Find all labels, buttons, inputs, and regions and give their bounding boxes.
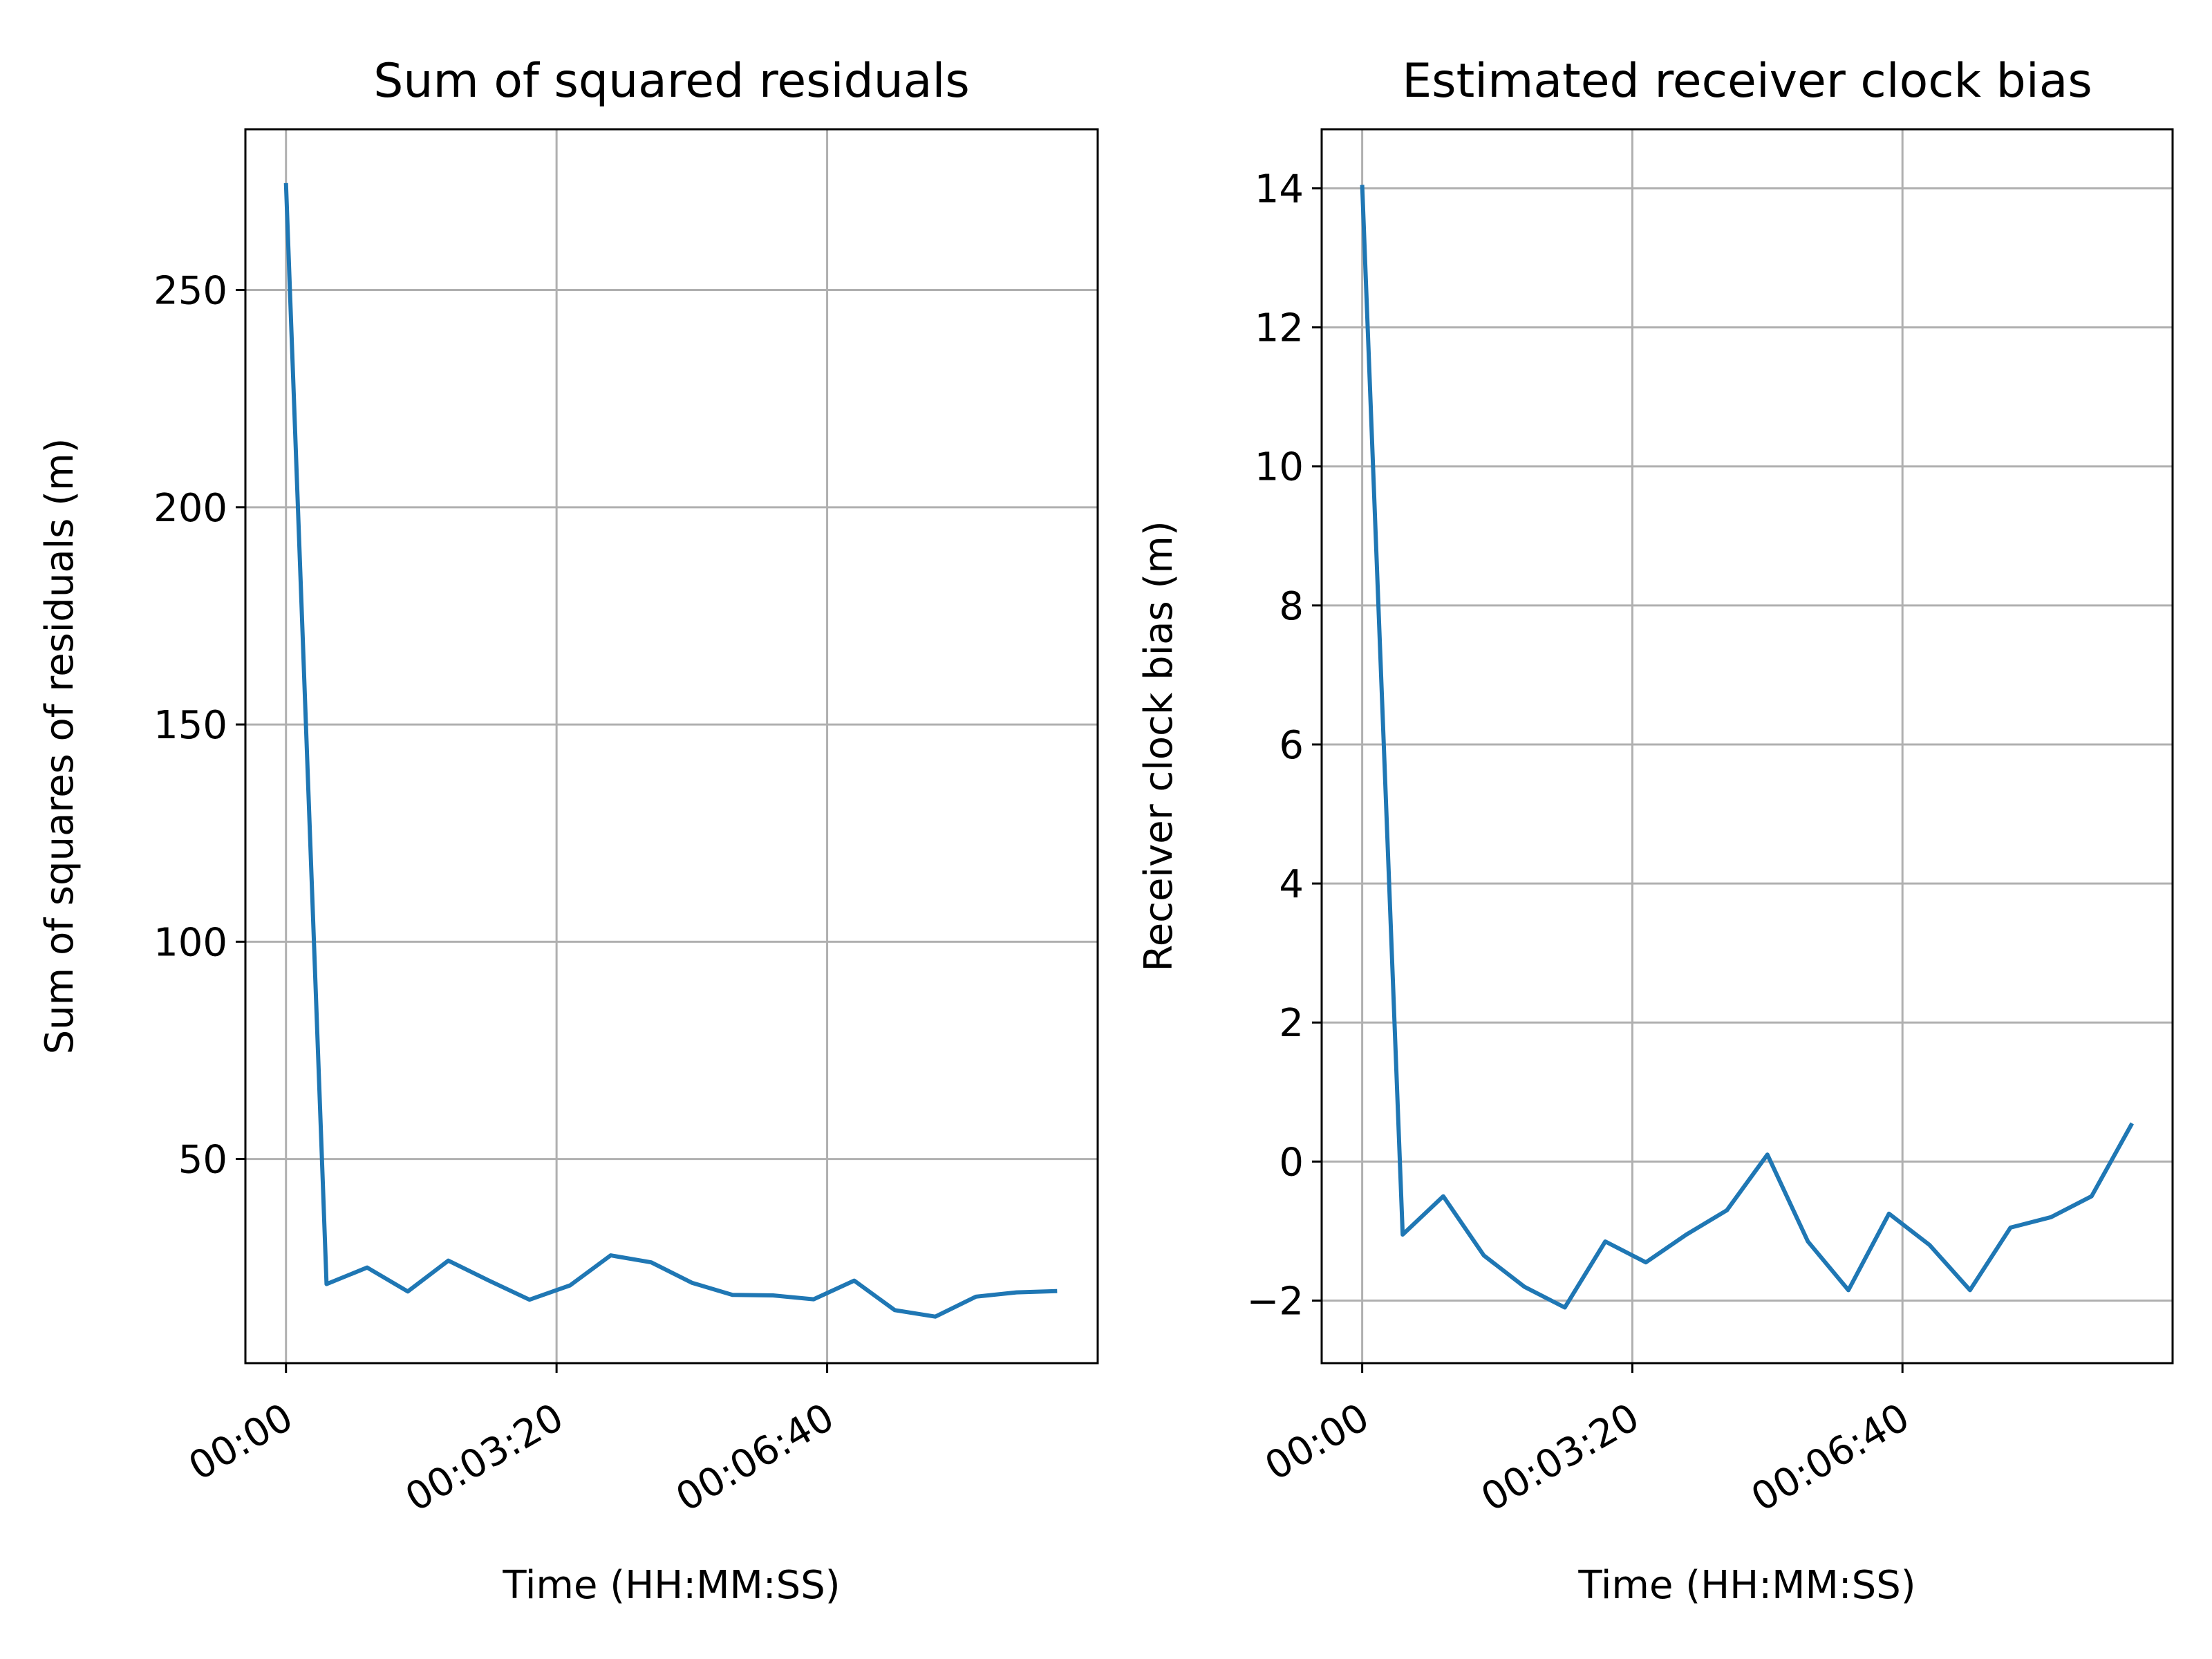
chart-1-y-tick-label-3: 4: [1279, 862, 1304, 907]
chart-0-title: Sum of squared residuals: [373, 54, 970, 109]
chart-0-y-tick-label-3: 200: [153, 486, 227, 531]
chart-1-y-tick-label-0: −2: [1246, 1279, 1304, 1324]
chart-receiver-clock-bias: 00:00 00:03:20 00:06:40−202468101214Estima…: [1136, 54, 2174, 1608]
chart-1-y-tick-label-7: 12: [1255, 306, 1304, 351]
chart-0-series-line: [283, 182, 1058, 1319]
chart-1-y-tick-label-5: 8: [1279, 584, 1304, 629]
chart-0-y-tick-label-2: 150: [153, 703, 227, 748]
chart-0-y-tick-label-0: 50: [178, 1138, 227, 1183]
chart-1-y-tick-label-2: 2: [1279, 1001, 1304, 1046]
chart-1-title: Estimated receiver clock bias: [1402, 54, 2092, 109]
chart-1-y-axis-label: Receiver clock bias (m): [1136, 521, 1181, 971]
chart-1-y-tick-label-6: 10: [1255, 445, 1304, 490]
chart-1-y-tick-label-8: 14: [1255, 167, 1304, 212]
chart-1-series-line: [1360, 185, 2135, 1310]
chart-1-x-axis-label: Time (HH:MM:SS): [1577, 1563, 1915, 1608]
chart-1-y-tick-label-1: 0: [1279, 1140, 1304, 1185]
chart-1-y-tick-label-4: 6: [1279, 723, 1304, 768]
chart-0-y-axis-label: Sum of squares of residuals (m): [37, 438, 82, 1055]
chart-1-axes-frame: [1320, 128, 2174, 1365]
chart-0-x-axis-label: Time (HH:MM:SS): [502, 1563, 840, 1608]
chart-0-y-tick-label-4: 250: [153, 269, 227, 314]
chart-0-y-tick-label-1: 100: [153, 920, 227, 965]
chart-0-axes-frame: [244, 128, 1099, 1365]
